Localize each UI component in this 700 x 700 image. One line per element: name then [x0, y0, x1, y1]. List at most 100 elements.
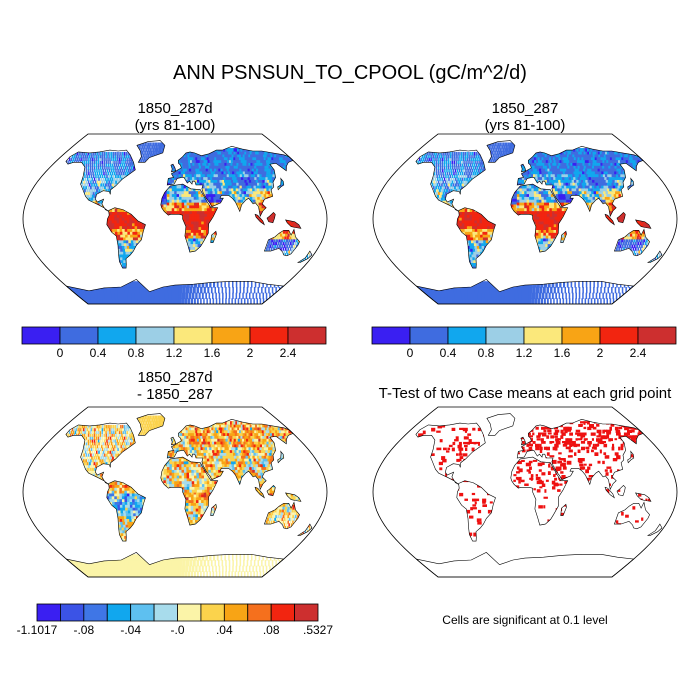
- coastline-uk: [170, 163, 177, 173]
- coastline-uk: [520, 163, 527, 173]
- coastline-eurasia: [166, 418, 294, 491]
- panel-title-line2: (yrs 81-100): [134, 117, 216, 134]
- colorbar-swatch: [173, 326, 213, 345]
- colorbar-swatch: [409, 326, 449, 345]
- figure-title: ANN PSNSUN_TO_CPOOL (gC/m^2/d): [173, 62, 527, 84]
- colorbar-tick-label: 2: [247, 346, 254, 360]
- coastline-madagascar: [210, 230, 217, 243]
- coastline-newzealand: [296, 250, 313, 263]
- coastline-southamerica: [106, 480, 146, 542]
- coastline-northamerica: [65, 149, 136, 212]
- coastline-newzealand: [646, 523, 663, 536]
- coastline-uk: [520, 436, 527, 446]
- colorbar-swatch: [153, 603, 178, 622]
- colorbar-tick-label: -1.1017: [17, 623, 58, 637]
- map-top-left-case1: [22, 133, 328, 305]
- coastline-sumatra: [604, 486, 615, 499]
- colorbar-swatch: [200, 603, 225, 622]
- coastline-greenland: [136, 140, 166, 163]
- coastline-northamerica: [65, 422, 136, 485]
- coastline-greenland: [486, 413, 516, 436]
- coastline-australia: [613, 501, 650, 530]
- colorbar-swatch: [97, 326, 137, 345]
- colorbar-tick-label: 0: [407, 346, 414, 360]
- colorbar-tick-label: 1.6: [554, 346, 571, 360]
- coastline-eurasia: [516, 418, 644, 491]
- coastline-sumatra: [254, 213, 265, 226]
- colorbar-swatch: [177, 603, 202, 622]
- colorbar-swatch: [211, 326, 251, 345]
- colorbar-swatch: [83, 603, 108, 622]
- coastline-australia: [613, 228, 650, 257]
- colorbar-top-left: 0 0.4 0.8 1.2 1.6 2 2.4: [21, 326, 327, 360]
- panel-title-top-right: 1850_287 (yrs 81-100): [425, 100, 625, 134]
- coastline-borneo: [616, 211, 626, 224]
- coastline-madagascar: [560, 230, 567, 243]
- coastline-madagascar: [210, 503, 217, 516]
- map-border: [372, 406, 678, 578]
- map-border: [22, 133, 328, 305]
- coastline-newguinea: [635, 492, 652, 502]
- colorbar-tick-label: 2.4: [280, 346, 297, 360]
- coastline-newzealand: [296, 523, 313, 536]
- coastline-eurasia: [516, 145, 644, 218]
- map-bottom-right-ttest: [372, 406, 678, 578]
- colorbar-swatch: [249, 326, 289, 345]
- colorbar-top-right: 0 0.4 0.8 1.2 1.6 2 2.4: [371, 326, 677, 360]
- coastline-japan: [627, 450, 635, 464]
- colorbar-tick-label: -.0: [170, 623, 184, 637]
- colorbar-swatch: [60, 603, 85, 622]
- colorbar-swatch: [447, 326, 487, 345]
- map-top-right-case2: [372, 133, 678, 305]
- coastline-greenland: [136, 413, 166, 436]
- coastline-northamerica: [415, 149, 486, 212]
- colorbar-swatch: [223, 603, 249, 622]
- colorbar-tick-label: 1.2: [516, 346, 533, 360]
- colorbar-tick-label: .08: [263, 623, 280, 637]
- coastline-uk: [170, 436, 177, 446]
- ttest-significance-note: Cells are significant at 0.1 level: [442, 613, 608, 627]
- coastline-borneo: [616, 484, 626, 497]
- colorbar-tick-label: 1.2: [166, 346, 183, 360]
- colorbar-swatch: [637, 326, 677, 345]
- colorbar-tick-label: 1.6: [204, 346, 221, 360]
- colorbar-tick-label: 0.8: [478, 346, 495, 360]
- colorbar-swatch: [371, 326, 411, 345]
- coastline-africa: [510, 183, 569, 253]
- map-border: [372, 133, 678, 305]
- colorbar-swatch: [247, 603, 272, 622]
- coastline-japan: [277, 450, 285, 464]
- colorbar-swatch: [599, 326, 639, 345]
- coastline-northamerica: [415, 422, 486, 485]
- colorbar-tick-label: -.04: [120, 623, 141, 637]
- coastline-eurasia: [166, 145, 294, 218]
- coastline-madagascar: [560, 503, 567, 516]
- colorbar-difference: -1.1017 -.08 -.04 -.0 .04 .08 .5327: [17, 603, 333, 637]
- colorbar-swatch: [135, 326, 175, 345]
- coastline-newguinea: [285, 219, 302, 229]
- coastline-africa: [160, 456, 219, 526]
- colorbar-swatch: [59, 326, 99, 345]
- panel-title-bottom-right: T-Test of two Case means at each grid po…: [350, 385, 700, 402]
- colorbar-swatch: [287, 326, 327, 345]
- coastline-newzealand: [646, 250, 663, 263]
- panel-title-line1: 1850_287: [491, 100, 559, 117]
- colorbar-swatch: [523, 326, 563, 345]
- panel-title-line1: T-Test of two Case means at each grid po…: [378, 385, 672, 402]
- colorbar-swatch: [270, 603, 295, 622]
- colorbar-swatch: [294, 603, 319, 622]
- coastline-australia: [263, 501, 300, 530]
- colorbar-tick-label: .04: [216, 623, 233, 637]
- coastline-japan: [277, 177, 285, 191]
- coastline-africa: [510, 456, 569, 526]
- colorbar-tick-label: 0.4: [90, 346, 107, 360]
- coastline-borneo: [266, 211, 276, 224]
- coastline-sumatra: [604, 213, 615, 226]
- panel-title-bottom-left: 1850_287d - 1850_287: [75, 369, 275, 403]
- coastline-newguinea: [635, 219, 652, 229]
- map-border: [22, 406, 328, 578]
- coastline-newguinea: [285, 492, 302, 502]
- colorbar-swatch: [36, 603, 61, 622]
- coastline-southamerica: [456, 480, 496, 542]
- colorbar-swatch: [561, 326, 601, 345]
